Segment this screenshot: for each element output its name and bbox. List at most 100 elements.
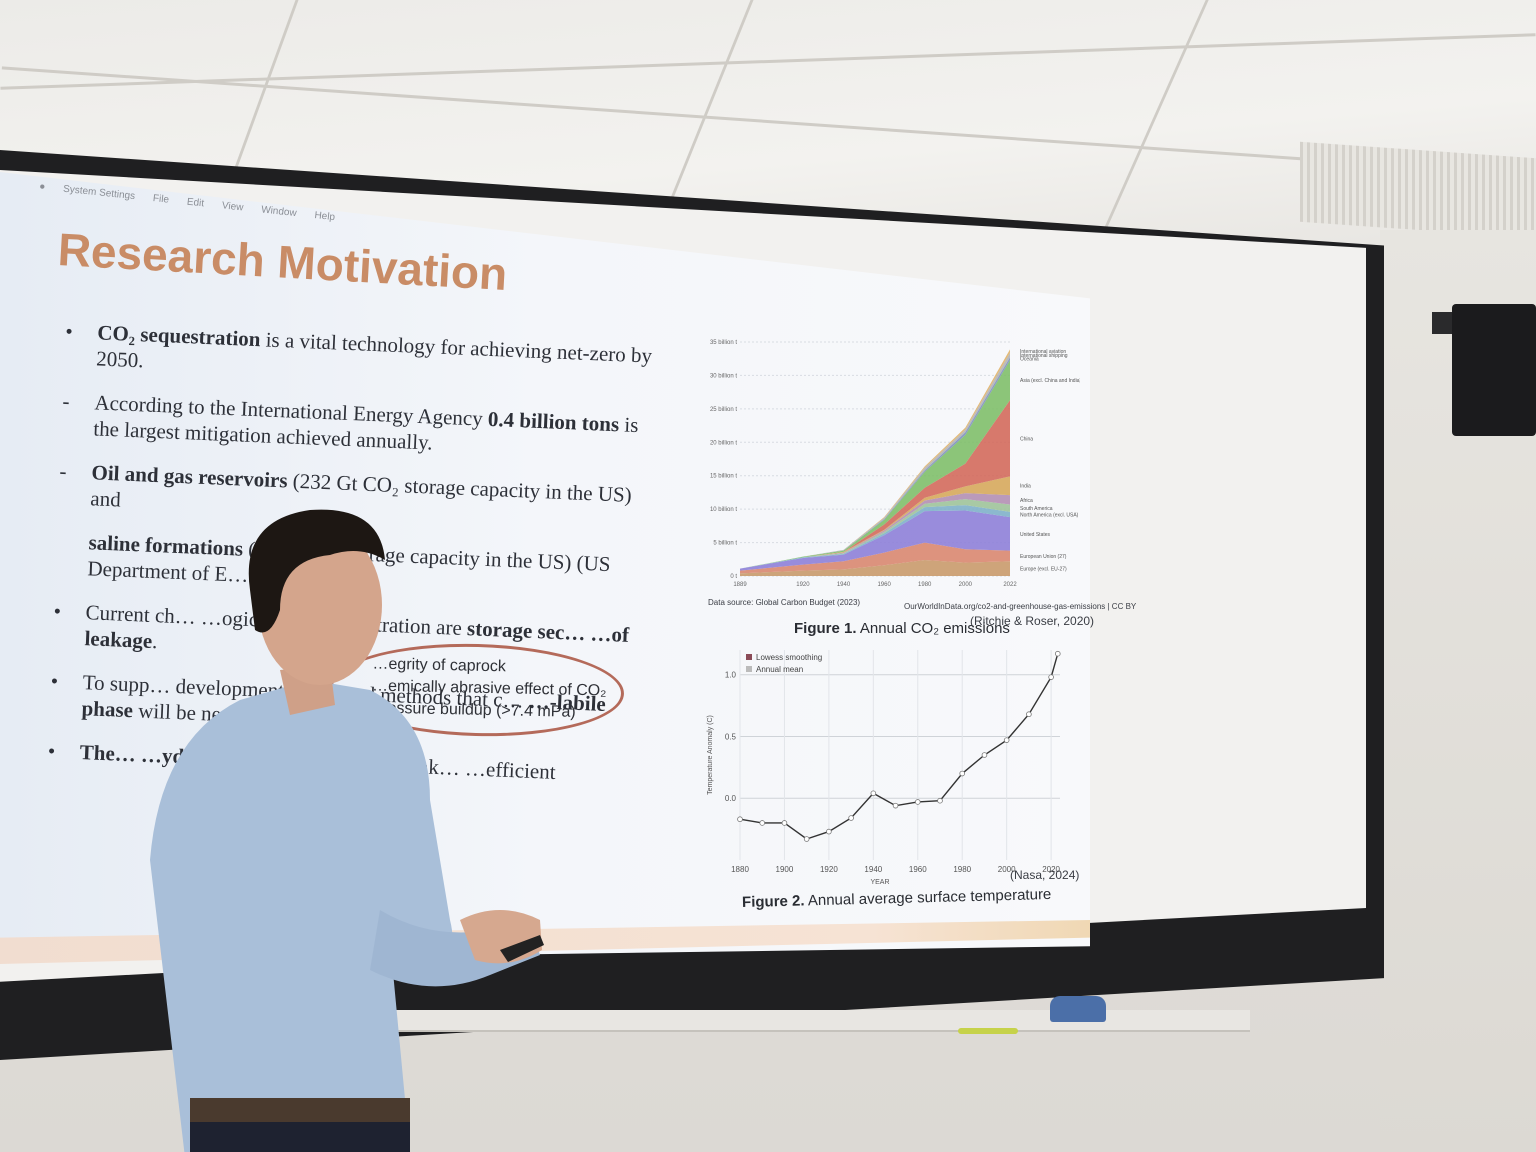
bullet-mark: •	[64, 319, 74, 344]
y-tick-label: 20 billion t	[710, 440, 737, 446]
legend-label: Lowess smoothing	[756, 653, 822, 662]
data-point	[937, 797, 943, 804]
data-point	[870, 790, 877, 797]
x-tick-label: 1880	[731, 865, 749, 874]
data-point	[892, 802, 899, 809]
bullet-bold: 0.4 billion tons	[487, 406, 620, 437]
y-tick-label: 25 billion t	[710, 407, 737, 413]
data-point	[781, 820, 788, 826]
apple-icon: ●	[38, 181, 46, 193]
ceiling-vent	[1300, 141, 1536, 239]
menubar-item: Help	[313, 210, 336, 224]
data-point	[759, 820, 766, 826]
area-series	[740, 352, 1010, 569]
data-point	[1003, 737, 1010, 743]
x-tick-label: 1900	[776, 865, 794, 874]
bullet-item: - According to the International Energy A…	[59, 388, 661, 465]
figure1-source-url: OurWorldInData.org/co2-and-greenhouse-ga…	[904, 602, 1137, 611]
y-tick-label: 0.0	[725, 794, 737, 803]
data-point	[914, 799, 921, 805]
data-point	[848, 815, 854, 821]
presenter-shirt	[150, 680, 453, 1152]
menubar-item: View	[221, 200, 244, 214]
figure1-caption: Figure 1. Annual CO₂ emissions	[794, 620, 1010, 637]
area-series	[740, 349, 1010, 569]
area-series	[740, 559, 1010, 576]
series-label: South America	[1020, 506, 1053, 512]
figure1-text: Annual CO₂ emissions	[856, 620, 1010, 637]
x-tick-label: 1980	[953, 865, 971, 874]
presenter	[150, 509, 544, 1152]
menubar-item: Window	[260, 204, 298, 220]
y-tick-label: 35 billion t	[710, 340, 737, 346]
bullet-mark: •	[47, 738, 56, 764]
y-axis-label: Temperature Anomaly (C)	[707, 715, 714, 795]
menubar-item: Edit	[186, 196, 205, 210]
figure1-label: Figure 1.	[794, 620, 857, 637]
area-series	[740, 357, 1010, 569]
whiteboard-eraser	[1050, 996, 1106, 1022]
series-label: China	[1020, 436, 1033, 442]
data-point	[1048, 674, 1054, 680]
x-tick-label: 1940	[837, 582, 851, 588]
x-tick-label: 2020	[1042, 865, 1060, 874]
x-tick-label: 2022	[1003, 582, 1017, 588]
y-tick-label: 5 billion t	[713, 541, 737, 547]
figure2-label: Figure 2.	[741, 892, 805, 912]
y-tick-label: 0.5	[725, 732, 737, 741]
series-label: International aviation	[1020, 349, 1066, 355]
y-tick-label: 10 billion t	[710, 507, 737, 513]
presenter-clicker	[500, 935, 544, 962]
figure1-citation: (Ritchie & Roser, 2020)	[970, 614, 1095, 628]
bullet-mark: -	[62, 389, 71, 414]
area-series	[740, 505, 1010, 569]
legend-swatch	[746, 654, 752, 660]
x-tick-label: 1920	[820, 865, 838, 874]
area-series	[740, 400, 1010, 569]
area-series	[740, 510, 1010, 571]
data-point	[981, 752, 988, 758]
smoothed-line	[739, 653, 1059, 840]
series-label: Asia (excl. China and India)	[1020, 378, 1080, 384]
bullet-mark: -	[59, 458, 68, 484]
series-label: Europe (excl. EU-27)	[1020, 567, 1067, 573]
series-label: United States	[1020, 532, 1051, 538]
data-point	[826, 828, 832, 835]
area-series	[740, 476, 1010, 569]
whiteboard-tray	[390, 1010, 1250, 1032]
x-tick-label: 1920	[796, 582, 810, 588]
figure1-source: Data source: Global Carbon Budget (2023)	[708, 598, 861, 607]
series-label: India	[1020, 484, 1031, 490]
x-tick-label: 1980	[918, 582, 932, 588]
series-label: Oceania	[1020, 357, 1039, 363]
bullet-mark: •	[53, 598, 62, 624]
presenter-pants	[190, 1122, 410, 1152]
x-tick-label: 1960	[909, 865, 927, 874]
legend-label: Annual mean	[756, 665, 803, 674]
menubar-item: File	[152, 193, 170, 206]
area-series	[740, 542, 1010, 574]
x-tick-label: 2000	[959, 582, 973, 588]
series-label: European Union (27)	[1020, 554, 1067, 560]
x-tick-label: 2000	[998, 865, 1016, 874]
data-point	[1026, 711, 1032, 718]
presenter-hair	[248, 509, 385, 633]
area-series	[740, 499, 1010, 569]
x-tick-label: 1940	[864, 865, 882, 874]
marker-pen	[958, 1028, 1018, 1034]
y-tick-label: 1.0	[725, 671, 737, 680]
figure2-citation: (Nasa, 2024)	[1010, 868, 1080, 882]
temperature-chart: 0.0 0.5 1.0 1880 1900 1920 1940 1960 1980 2000 202…	[707, 650, 1061, 886]
series-label: Africa	[1020, 498, 1033, 504]
x-tick-label: 1960	[877, 582, 891, 588]
y-tick-label: 30 billion t	[710, 373, 737, 379]
series-label: North America (excl. USA)	[1020, 512, 1079, 518]
co2-emissions-chart: 0 t 5 billion t 10 billion t 15 billion t 20…	[710, 340, 1080, 588]
data-point	[959, 770, 966, 777]
legend-swatch	[746, 666, 752, 672]
data-point	[737, 816, 743, 823]
series-label: International shipping	[1020, 353, 1068, 359]
wall-speaker	[1452, 304, 1536, 436]
y-tick-label: 0 t	[730, 574, 737, 580]
area-series	[740, 493, 1010, 569]
